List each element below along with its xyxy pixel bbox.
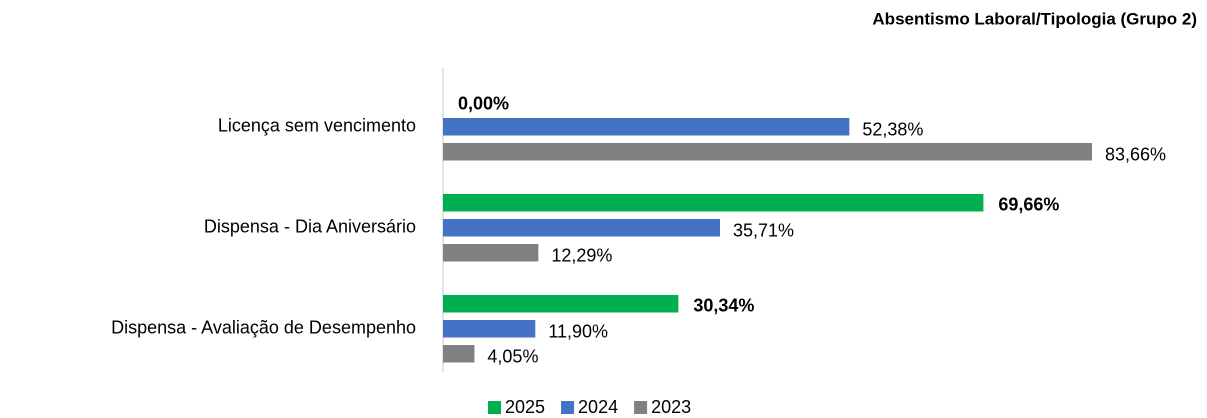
- category-label: Licença sem vencimento: [218, 116, 416, 136]
- bar: [443, 244, 539, 262]
- legend-swatch: [561, 401, 575, 414]
- legend-swatch: [634, 401, 648, 414]
- data-label: 35,71%: [733, 221, 794, 241]
- legend-label: 2023: [651, 397, 691, 417]
- legend-label: 2025: [505, 397, 545, 417]
- category-label: Dispensa - Avaliação de Desempenho: [111, 318, 416, 338]
- data-label: 12,29%: [551, 246, 612, 266]
- bar: [443, 219, 721, 237]
- category-label: Dispensa - Dia Aniversário: [204, 217, 416, 237]
- data-label: 4,05%: [487, 347, 538, 367]
- data-label: 30,34%: [693, 296, 754, 316]
- data-label: 0,00%: [458, 94, 509, 114]
- data-label: 52,38%: [862, 120, 923, 140]
- bar: [443, 320, 536, 338]
- legend-label: 2024: [578, 397, 618, 417]
- bar: [443, 345, 475, 363]
- bar: [443, 118, 850, 136]
- bar: [443, 295, 679, 313]
- legend-swatch: [488, 401, 501, 414]
- bar: [443, 143, 1092, 161]
- chart-title: Absentismo Laboral/Tipologia (Grupo 2): [872, 9, 1197, 28]
- data-label: 83,66%: [1105, 145, 1166, 165]
- data-label: 11,90%: [548, 322, 608, 342]
- bar: [443, 194, 984, 212]
- data-label: 69,66%: [998, 195, 1059, 215]
